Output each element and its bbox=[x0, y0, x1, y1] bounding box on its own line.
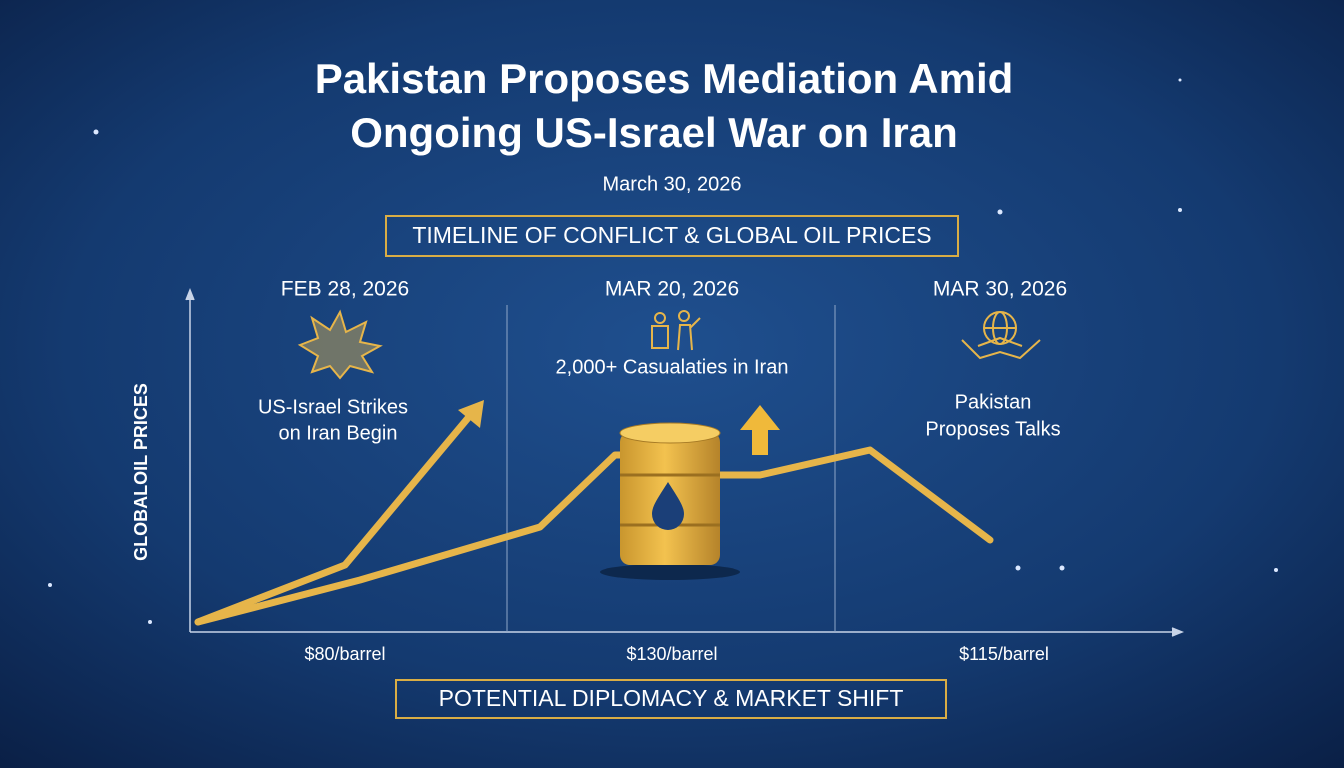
banner: TIMELINE OF CONFLICT & GLOBAL OIL PRICES bbox=[412, 222, 931, 248]
handshake-icon bbox=[961, 311, 1041, 360]
price-label: $130/barrel bbox=[626, 644, 717, 664]
date: March 30, 2026 bbox=[603, 173, 742, 195]
event-label: on Iran Begin bbox=[279, 422, 398, 444]
event-label: 2,000+ Casualaties in Iran bbox=[556, 356, 789, 378]
axes bbox=[185, 287, 1185, 637]
event-date: MAR 30, 2026 bbox=[933, 278, 1067, 301]
event-label: Proposes Talks bbox=[925, 418, 1060, 440]
oil-barrel bbox=[600, 422, 740, 580]
title-line: Ongoing US-Israel War on Iran bbox=[350, 109, 958, 156]
arrow-head bbox=[458, 400, 484, 428]
footer-box bbox=[395, 679, 947, 719]
title-line: Pakistan Proposes Mediation Amid bbox=[315, 55, 1014, 102]
people-icon bbox=[651, 310, 701, 351]
up-arrow bbox=[740, 405, 780, 455]
banner-box bbox=[385, 215, 959, 257]
separators bbox=[506, 305, 836, 632]
event-label: US-Israel Strikes bbox=[258, 396, 408, 418]
event-label: Pakistan bbox=[955, 391, 1032, 413]
price-label: $80/barrel bbox=[304, 644, 385, 664]
footer: POTENTIAL DIPLOMACY & MARKET SHIFT bbox=[439, 685, 904, 711]
event-date: MAR 20, 2026 bbox=[605, 278, 739, 301]
event-date: FEB 28, 2026 bbox=[281, 278, 409, 301]
price-label: $115/barrel bbox=[959, 644, 1049, 664]
explosion-icon bbox=[297, 309, 383, 380]
axis-label: GLOBALOIL PRICES bbox=[131, 383, 151, 561]
stars bbox=[48, 78, 1278, 624]
